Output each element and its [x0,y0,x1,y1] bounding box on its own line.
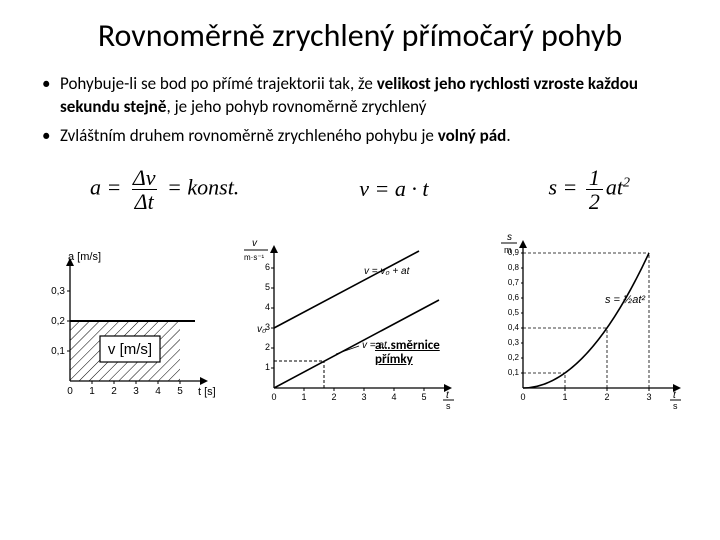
svg-text:v: v [252,238,258,249]
f3-num: 1 [586,166,603,189]
c3-yt2: 0,3 [508,338,520,347]
charts-row: 0,1 0,2 0,3 0 1 2 3 4 5 [30,231,690,416]
c1-yt2: 0,3 [51,286,65,297]
annot-l1: a…směrnice [375,338,440,353]
c2-v0: v₀ [257,324,266,335]
c3-yl-num: s [507,232,512,243]
formula-row: a = Δv Δt = konst. v = a · t s = 1 2 at2 [30,166,690,213]
c3-yt1: 0,2 [508,353,520,362]
c3-yt6: 0,7 [508,278,520,287]
c2-yt3: 4 [265,302,270,312]
c2-xt3: 3 [361,392,366,402]
f3-frac: 1 2 [586,166,603,213]
c3-xt1: 1 [562,392,567,402]
c2-yl-den: m·s⁻¹ [244,253,265,262]
c1-xt1: 1 [89,386,95,397]
c1-xt4: 4 [155,386,161,397]
f3-rhs: at [606,174,623,199]
c1-yt1: 0,2 [51,316,65,327]
formula-velocity: v = a · t [359,176,428,202]
annot-l2: přímky [375,352,413,367]
chart2-svg: v m·s⁻¹ t s 1 2 3 4 5 6 [240,236,465,411]
chart-a-vs-t: 0,1 0,2 0,3 0 1 2 3 4 5 [30,251,220,416]
bullet-2-pre: Zvláštním druhem rovnoměrně zrychleného … [60,125,438,146]
c1-xlabel: t [s] [198,386,216,398]
f1-lhs: a [90,174,101,199]
c3-yt3: 0,4 [508,323,520,332]
c3-yt0: 0,1 [508,368,520,377]
c3-yt8: 0,9 [508,248,520,257]
c2-xt1: 1 [301,392,306,402]
bullet-list: Pohybuje-li se bod po přímé trajektorii … [42,73,690,148]
f1-den: Δt [132,189,157,213]
c3-xt2: 2 [604,392,609,402]
f2-text: v = a · t [359,176,428,201]
c2-xt2: 2 [331,392,336,402]
chart3-svg: s m t s 0,1 0,2 0,3 0,4 0,5 0,6 0,7 0,8 … [485,231,690,411]
c1-xt2: 2 [111,386,117,397]
c3-xl-num: t [673,390,677,401]
f3-sup: 2 [623,175,630,190]
slope-annotation: a…směrnice přímky [375,339,440,368]
f1-num: Δv [130,166,159,189]
bullet-1-pre: Pohybuje-li se bod po přímé trajektorii … [60,73,377,94]
c2-yt1: 2 [265,342,270,352]
f3-lhs: s = [548,174,577,199]
c2-xt0: 0 [271,392,276,402]
c2-xl-num: t [446,390,450,401]
c2-yt5: 6 [265,262,270,272]
chart1-svg: 0,1 0,2 0,3 0 1 2 3 4 5 [30,251,220,411]
c2-yt0: 1 [265,362,270,372]
f1-rhs: = konst. [167,174,239,199]
c3-xl-den: s [673,401,678,411]
c2-xt4: 4 [391,392,396,402]
bullet-1: Pohybuje-li se bod po přímé trajektorii … [42,73,690,119]
c2-xl-den: s [446,401,451,411]
c3-curve-label: s = ½at² [605,294,645,306]
f1-eq1: = [106,174,121,199]
c2-xt5: 5 [421,392,426,402]
bullet-1-post: , je jeho pohyb rovnoměrně zrychlený [166,96,426,117]
chart-v-vs-t: v m·s⁻¹ t s 1 2 3 4 5 6 [240,236,465,416]
c3-yt7: 0,8 [508,263,520,272]
chart-s-vs-t: s m t s 0,1 0,2 0,3 0,4 0,5 0,6 0,7 0,8 … [485,231,690,416]
formula-distance: s = 1 2 at2 [548,166,630,213]
c3-xt0: 0 [520,392,525,402]
f3-den: 2 [586,189,603,213]
c2-yt4: 5 [265,282,270,292]
c3-yt5: 0,6 [508,293,520,302]
page-title: Rovnoměrně zrychlený přímočarý pohyb [30,16,690,55]
c1-box-label: v [m/s] [108,341,152,358]
c1-xt5: 5 [177,386,183,397]
bullet-2-bold: volný pád [438,125,507,146]
c1-xt3: 3 [133,386,139,397]
formula-acceleration: a = Δv Δt = konst. [90,166,239,213]
c1-yt0: 0,1 [51,346,65,357]
c2-l1: v = v₀ + at [364,266,411,277]
c3-yt4: 0,5 [508,308,520,317]
bullet-2-post: . [506,125,510,146]
c1-ylabel: a [m/s] [68,251,101,263]
bullet-2: Zvláštním druhem rovnoměrně zrychleného … [42,125,690,148]
c1-xt0: 0 [67,386,73,397]
f1-frac: Δv Δt [130,166,159,213]
c3-xt3: 3 [646,392,651,402]
c2-yl-num: v [252,238,258,249]
